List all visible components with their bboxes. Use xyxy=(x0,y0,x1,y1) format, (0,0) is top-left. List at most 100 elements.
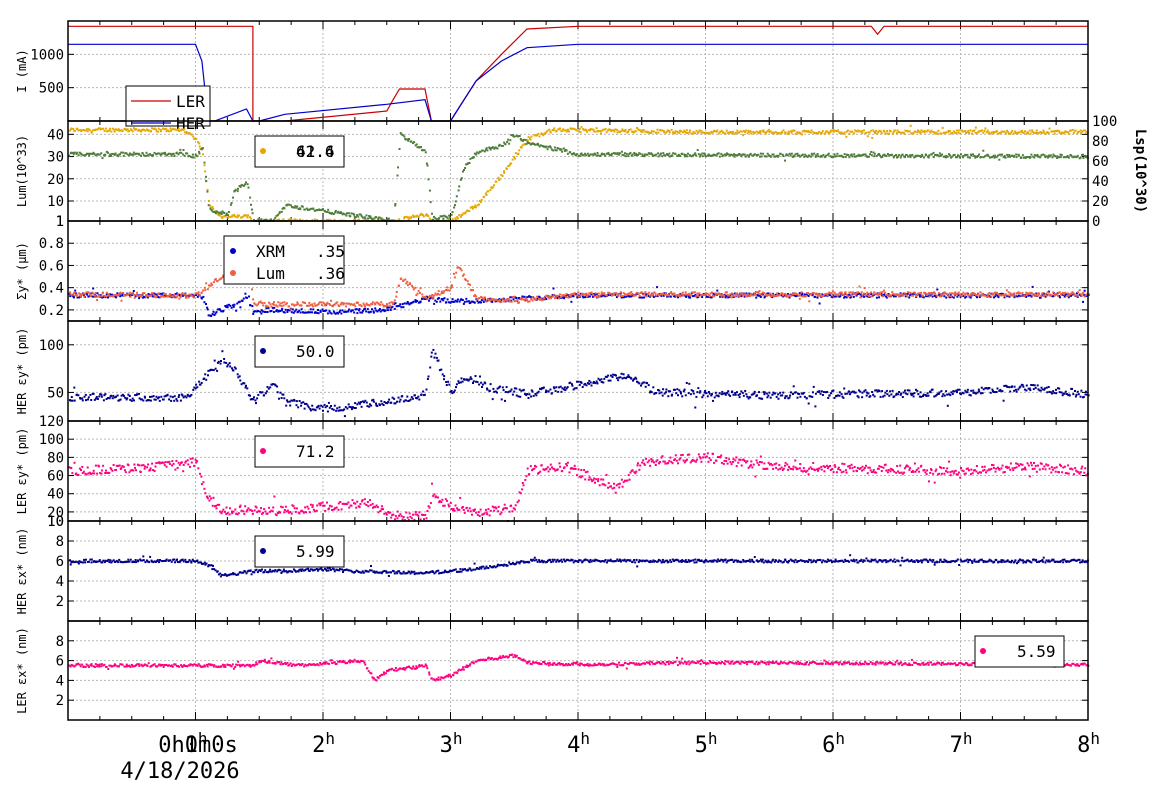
data-point xyxy=(595,292,597,294)
data-point xyxy=(591,385,593,387)
data-point xyxy=(257,303,259,305)
data-point xyxy=(469,162,471,164)
data-point xyxy=(507,300,509,302)
data-point xyxy=(153,395,155,397)
data-point xyxy=(698,292,700,294)
data-point xyxy=(895,154,897,156)
data-point xyxy=(142,400,144,402)
data-point xyxy=(284,312,286,314)
data-point xyxy=(392,302,394,304)
data-point xyxy=(481,199,483,201)
data-point xyxy=(657,152,659,154)
data-point xyxy=(76,295,78,297)
data-point xyxy=(102,292,104,294)
data-point xyxy=(389,305,391,307)
data-point xyxy=(795,391,797,393)
data-point xyxy=(182,395,184,397)
data-point xyxy=(630,128,632,130)
data-point xyxy=(651,130,653,132)
data-point xyxy=(247,183,249,185)
data-point xyxy=(1064,292,1066,294)
data-point xyxy=(904,292,906,294)
data-point xyxy=(188,297,190,299)
data-point xyxy=(348,309,350,311)
data-point xyxy=(353,214,355,216)
data-point xyxy=(549,389,551,391)
data-point xyxy=(846,393,848,395)
data-point xyxy=(382,304,384,306)
data-point xyxy=(370,405,372,407)
data-point xyxy=(489,390,491,392)
data-point xyxy=(947,405,949,407)
data-point xyxy=(842,397,844,399)
data-point xyxy=(324,211,326,213)
data-point xyxy=(605,128,607,130)
data-point xyxy=(233,306,235,308)
data-point xyxy=(251,305,253,307)
data-point xyxy=(720,153,722,155)
data-point xyxy=(796,293,798,295)
data-point xyxy=(680,393,682,395)
data-point xyxy=(327,302,329,304)
data-point xyxy=(564,386,566,388)
data-point xyxy=(1051,393,1053,395)
data-point xyxy=(686,382,688,384)
data-point xyxy=(662,395,664,397)
data-point xyxy=(112,397,114,399)
data-point xyxy=(788,133,790,135)
data-point xyxy=(385,309,387,311)
data-point xyxy=(1013,292,1015,294)
data-point xyxy=(1009,292,1011,294)
data-point xyxy=(842,156,844,158)
data-point xyxy=(197,155,199,157)
data-point xyxy=(587,153,589,155)
data-point xyxy=(821,132,823,134)
data-point xyxy=(551,392,553,394)
data-point xyxy=(429,367,431,369)
data-point xyxy=(906,393,908,395)
data-point xyxy=(249,395,251,397)
data-point xyxy=(1051,294,1053,296)
y-tick-label: 0.6 xyxy=(39,258,64,274)
data-point xyxy=(614,131,616,133)
data-point xyxy=(204,164,206,166)
y-axis-label: I (mA) xyxy=(15,49,29,92)
data-point xyxy=(900,157,902,159)
data-point xyxy=(1065,391,1067,393)
data-point xyxy=(1059,391,1061,393)
data-point xyxy=(310,409,312,411)
data-point xyxy=(297,406,299,408)
data-point xyxy=(388,302,390,304)
data-point xyxy=(868,295,870,297)
data-point xyxy=(778,398,780,400)
data-point xyxy=(388,399,390,401)
data-point xyxy=(958,292,960,294)
data-point xyxy=(197,296,199,298)
data-point xyxy=(686,155,688,157)
data-point xyxy=(597,130,599,132)
data-point xyxy=(945,390,947,392)
data-point xyxy=(367,308,369,310)
data-point xyxy=(950,295,952,297)
data-point xyxy=(839,391,841,393)
data-point xyxy=(318,312,320,314)
data-point xyxy=(1013,155,1015,157)
data-point xyxy=(73,387,75,389)
data-point xyxy=(801,291,803,293)
data-point xyxy=(249,197,251,199)
data-point xyxy=(547,148,549,150)
data-point xyxy=(477,381,479,383)
data-point xyxy=(447,298,449,300)
data-point xyxy=(395,296,397,298)
data-point xyxy=(881,390,883,392)
data-point xyxy=(109,128,111,130)
data-point xyxy=(443,290,445,292)
data-point xyxy=(1001,154,1003,156)
data-point xyxy=(351,408,353,410)
data-point xyxy=(76,152,78,154)
data-point xyxy=(855,294,857,296)
data-point xyxy=(340,313,342,315)
data-point xyxy=(496,392,498,394)
